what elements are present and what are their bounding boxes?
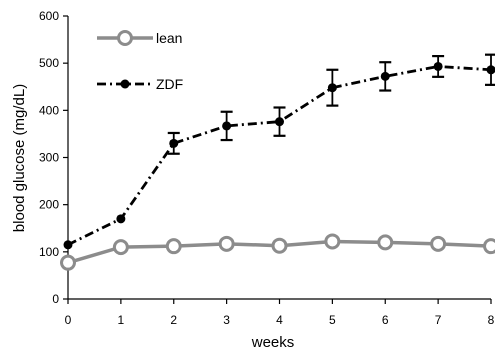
axes [68,16,491,299]
data-point [379,236,392,249]
x-tick-label: 0 [65,313,72,327]
legend-item-zdf: ZDF [97,76,183,92]
x-tick-label: 5 [329,313,336,327]
y-tick-label: 100 [39,245,59,259]
legend: lean ZDF [97,30,183,92]
x-tick-label: 3 [223,313,230,327]
x-ticks: 0 1 2 3 4 5 6 7 8 [65,299,495,327]
data-point [116,214,125,223]
series-lean [62,235,495,269]
data-point [169,139,178,148]
y-tick-label: 500 [39,56,59,70]
legend-marker [119,32,132,45]
data-point [487,65,495,74]
data-point [326,235,339,248]
y-tick-label: 200 [39,198,59,212]
x-tick-label: 2 [170,313,177,327]
y-tick-label: 600 [39,9,59,23]
data-point [64,240,73,249]
x-tick-label: 1 [118,313,125,327]
data-point [273,239,286,252]
y-tick-label: 0 [52,292,59,306]
x-axis-title: weeks [251,334,295,351]
data-point [62,256,75,269]
x-tick-label: 7 [435,313,442,327]
data-point [222,121,231,130]
data-point [432,237,445,250]
data-point [328,83,337,92]
legend-label: ZDF [156,76,183,92]
legend-label: lean [156,30,182,46]
data-point [434,62,443,71]
data-point [114,241,127,254]
data-point [485,240,495,253]
legend-item-lean: lean [97,30,182,46]
y-axis-title: blood glucose (mg/dL) [11,84,28,232]
y-tick-label: 400 [39,103,59,117]
data-point [275,117,284,126]
legend-marker [121,80,130,89]
data-point [381,72,390,81]
series-line [68,66,491,244]
x-tick-label: 6 [382,313,389,327]
data-point [167,240,180,253]
data-point [220,237,233,250]
y-tick-label: 300 [39,151,59,165]
x-tick-label: 4 [276,313,283,327]
x-tick-label: 8 [488,313,495,327]
